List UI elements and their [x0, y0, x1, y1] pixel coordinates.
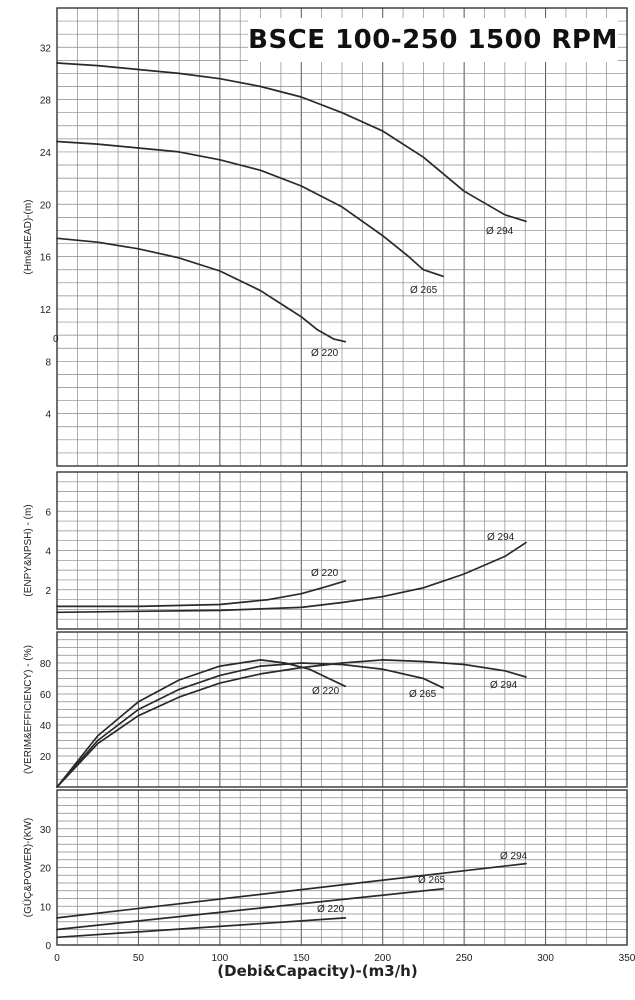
power-series-label: Ø 265	[418, 875, 446, 886]
npsh-y-axis-label: (ENPY&NPSH) - (m)	[23, 504, 34, 596]
x-tick-label: 0	[54, 953, 60, 964]
npsh-y-tick-label: 6	[45, 507, 51, 518]
npsh-series-line	[56, 580, 347, 608]
power-series-line	[56, 887, 444, 931]
npsh-series-label: Ø 294	[487, 532, 515, 543]
head-series-label: Ø 265	[410, 285, 438, 296]
x-tick-label: 250	[456, 953, 473, 964]
head-y-tick-label: 4	[45, 410, 51, 421]
head-series-line	[56, 62, 527, 223]
efficiency-series-label: Ø 294	[490, 680, 518, 691]
efficiency-series-line	[56, 659, 347, 788]
npsh-series-label: Ø 220	[311, 568, 339, 579]
head-y-tick-label: 8	[45, 357, 51, 368]
npsh-y-tick-label: 2	[45, 586, 51, 597]
efficiency-series-line	[56, 662, 444, 788]
head-y-tick-label: 28	[40, 96, 52, 107]
x-tick-label: 150	[293, 953, 310, 964]
power-y-tick-label: 10	[40, 902, 52, 913]
head-y-tick-label: 16	[40, 253, 52, 264]
efficiency-series-label: Ø 265	[409, 689, 437, 700]
head-panel-frame	[56, 7, 628, 467]
head-series-label: Ø 294	[486, 226, 514, 237]
power-panel-frame	[56, 789, 628, 946]
power-y-tick-label: 30	[40, 825, 52, 836]
head-y-tick-label: 24	[40, 148, 52, 159]
power-y-tick-label: 0	[45, 941, 51, 952]
npsh-y-tick-label: 4	[45, 547, 51, 558]
head-y-tick-label: 32	[40, 43, 52, 54]
efficiency-y-tick-label: 80	[40, 659, 52, 670]
efficiency-y-tick-label: 20	[40, 752, 52, 763]
x-tick-label: 200	[374, 953, 391, 964]
x-tick-label: 300	[537, 953, 554, 964]
efficiency-series-line	[56, 659, 527, 788]
chart-title: BSCE 100-250 1500 RPM	[248, 18, 618, 62]
power-series-label: Ø 294	[500, 851, 528, 862]
power-series-line	[56, 917, 347, 939]
head-series-line	[56, 237, 347, 343]
x-tick-label: 50	[133, 953, 145, 964]
efficiency-y-axis-label: (VERIM&EFFICIENCY) - (%)	[23, 645, 34, 774]
x-tick-label: 100	[212, 953, 229, 964]
head-y-tick-label: 12	[40, 305, 52, 316]
efficiency-panel-frame	[56, 631, 628, 788]
npsh-series-line	[56, 541, 527, 614]
x-axis-label: (Debi&Capacity)-(m3/h)	[217, 962, 418, 980]
efficiency-y-tick-label: 60	[40, 690, 52, 701]
efficiency-series-label: Ø 220	[312, 686, 340, 697]
efficiency-y-tick-label: 40	[40, 721, 52, 732]
head-y-axis-label: (Hm&HEAD)-(m)	[23, 200, 34, 275]
stray-label: 0	[53, 334, 59, 345]
power-y-tick-label: 20	[40, 864, 52, 875]
power-series-label: Ø 220	[317, 904, 345, 915]
head-y-tick-label: 20	[40, 200, 52, 211]
head-series-label: Ø 220	[311, 348, 339, 359]
power-y-axis-label: (GÜÇ&POWER)-(KW)	[22, 818, 34, 917]
power-series-line	[56, 862, 527, 919]
x-tick-label: 350	[619, 953, 635, 964]
head-series-line	[56, 140, 444, 278]
npsh-panel-frame	[56, 471, 628, 630]
